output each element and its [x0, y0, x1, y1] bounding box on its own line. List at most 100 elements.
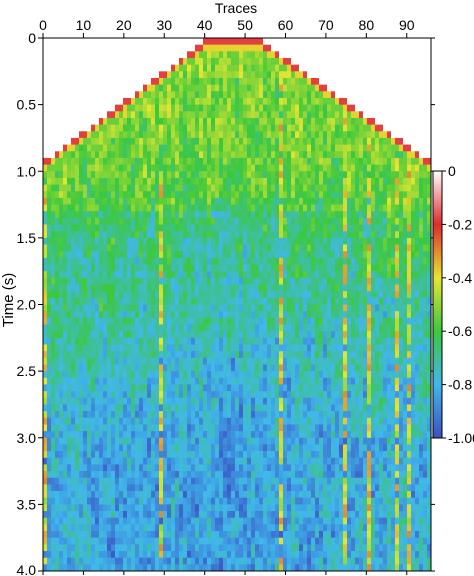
- heatmap-cell: [147, 211, 152, 219]
- heatmap-cell: [235, 57, 240, 66]
- heatmap-cell: [139, 264, 144, 272]
- heatmap-cell: [155, 57, 160, 66]
- heatmap-cell: [115, 184, 120, 192]
- heatmap-cell: [71, 71, 76, 79]
- heatmap-cell: [99, 44, 104, 52]
- heatmap-cell: [211, 384, 216, 392]
- heatmap-cell: [55, 317, 60, 325]
- heatmap-cell: [239, 544, 244, 552]
- heatmap-cell: [191, 271, 196, 279]
- heatmap-cell: [99, 231, 104, 239]
- heatmap-cell: [91, 364, 96, 372]
- heatmap-cell: [103, 271, 108, 279]
- heatmap-cell: [219, 244, 224, 252]
- heatmap-cell: [171, 124, 176, 132]
- heatmap-cell: [247, 397, 252, 405]
- heatmap-cell: [139, 271, 144, 279]
- heatmap-cell: [211, 291, 216, 299]
- heatmap-cell: [123, 404, 128, 412]
- heatmap-cell: [87, 57, 92, 66]
- heatmap-cell: [71, 457, 76, 465]
- heatmap-cell: [143, 451, 148, 459]
- heatmap-cell: [235, 171, 240, 179]
- heatmap-cell: [95, 237, 100, 246]
- heatmap-cell: [151, 251, 156, 259]
- heatmap-cell: [51, 64, 56, 72]
- heatmap-cell: [239, 391, 244, 399]
- heatmap-cell: [59, 277, 64, 286]
- heatmap-cell: [123, 157, 128, 166]
- heatmap-cell: [187, 424, 192, 432]
- heatmap-cell: [119, 231, 124, 239]
- heatmap-cell: [203, 537, 208, 545]
- heatmap-cell: [151, 357, 156, 365]
- heatmap-cell: [87, 97, 92, 106]
- heatmap-cell: [123, 111, 128, 119]
- heatmap-cell: [211, 511, 216, 519]
- heatmap-cell: [143, 364, 148, 372]
- heatmap-cell: [131, 71, 136, 79]
- heatmap-cell: [179, 404, 184, 412]
- heatmap-cell: [99, 537, 104, 545]
- heatmap-cell: [67, 284, 72, 292]
- heatmap-cell: [75, 417, 80, 425]
- heatmap-cell: [147, 124, 152, 132]
- heatmap-cell: [63, 38, 68, 46]
- heatmap-cell: [127, 217, 132, 226]
- heatmap-cell: [175, 417, 180, 425]
- heatmap-cell: [179, 197, 184, 206]
- heatmap-cell: [199, 57, 204, 66]
- heatmap-cell: [223, 471, 228, 479]
- heatmap-cell: [279, 91, 284, 99]
- heatmap-cell: [147, 117, 152, 126]
- heatmap-cell: [255, 131, 260, 139]
- heatmap-cell: [59, 384, 64, 392]
- heatmap-cell: [279, 217, 284, 226]
- heatmap-cell: [71, 324, 76, 332]
- heatmap-cell: [91, 257, 96, 266]
- heatmap-cell: [159, 317, 164, 325]
- heatmap-cell: [79, 51, 84, 59]
- heatmap-cell: [139, 497, 144, 505]
- heatmap-cell: [107, 451, 112, 459]
- heatmap-cell: [187, 224, 192, 232]
- heatmap-cell: [219, 537, 224, 545]
- heatmap-cell: [51, 171, 56, 179]
- heatmap-cell: [111, 111, 116, 119]
- heatmap-cell: [179, 471, 184, 479]
- heatmap-cell: [67, 557, 72, 565]
- heatmap-cell: [155, 437, 160, 445]
- heatmap-cell: [43, 124, 48, 132]
- heatmap-cell: [59, 224, 64, 232]
- heatmap-cell: [227, 477, 232, 485]
- heatmap-cell: [267, 251, 272, 259]
- heatmap-cell: [187, 131, 192, 139]
- heatmap-cell: [263, 537, 268, 545]
- heatmap-cell: [119, 304, 124, 312]
- heatmap-cell: [215, 244, 220, 252]
- heatmap-cell: [179, 457, 184, 465]
- heatmap-cell: [71, 351, 76, 359]
- heatmap-cell: [75, 424, 80, 432]
- heatmap-cell: [235, 304, 240, 312]
- heatmap-cell: [103, 331, 108, 339]
- heatmap-cell: [203, 471, 208, 479]
- heatmap-cell: [255, 404, 260, 412]
- heatmap-cell: [159, 51, 164, 59]
- heatmap-cell: [67, 137, 72, 146]
- heatmap-cell: [259, 304, 264, 312]
- heatmap-cell: [219, 77, 224, 86]
- heatmap-cell: [99, 64, 104, 72]
- heatmap-cell: [71, 244, 76, 252]
- heatmap-cell: [55, 97, 60, 106]
- heatmap-cell: [83, 97, 88, 106]
- heatmap-cell: [147, 271, 152, 279]
- heatmap-cell: [111, 397, 116, 405]
- heatmap-cell: [215, 411, 220, 419]
- heatmap-cell: [235, 444, 240, 452]
- heatmap-cell: [267, 364, 272, 372]
- heatmap-cell: [123, 64, 128, 72]
- heatmap-cell: [139, 317, 144, 325]
- heatmap-cell: [259, 357, 264, 365]
- heatmap-cell: [95, 444, 100, 452]
